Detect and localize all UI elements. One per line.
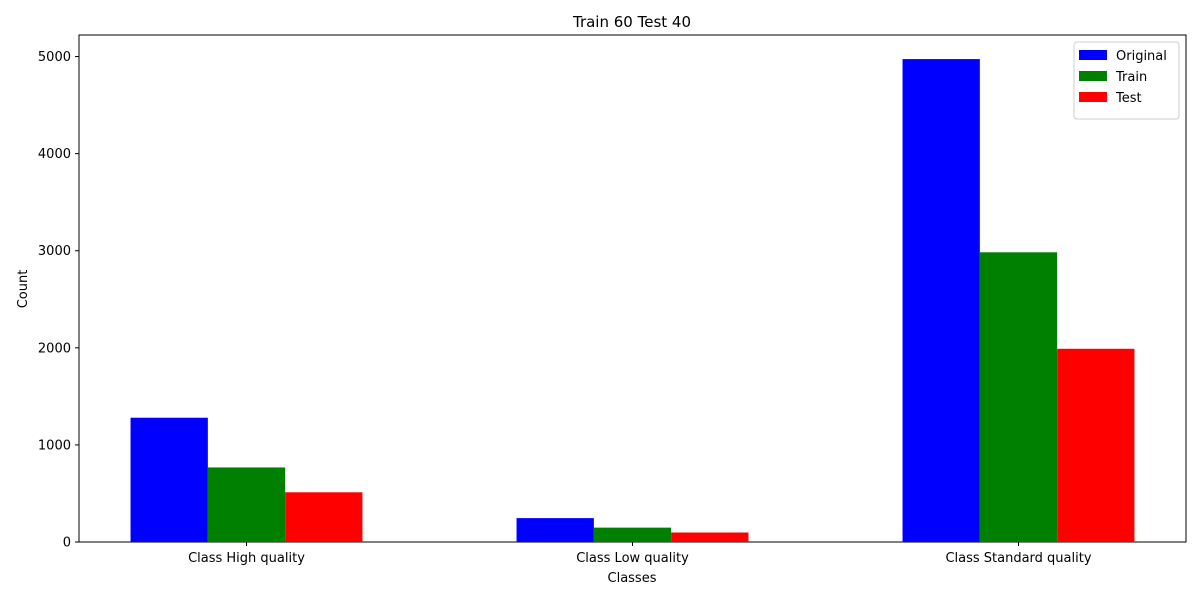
bar-test-2 xyxy=(1057,348,1135,542)
bar-test-0 xyxy=(285,492,363,542)
bar-original-1 xyxy=(516,518,594,542)
x-axis: Class High quality Class Low quality Class… xyxy=(188,542,1092,566)
x-tick-label: Class Standard quality xyxy=(945,551,1091,566)
bar-original-2 xyxy=(902,59,980,542)
bar-test-1 xyxy=(671,532,749,542)
bar-train-0 xyxy=(207,467,286,542)
y-tick-label: 3000 xyxy=(38,244,71,259)
x-tick-label: Class High quality xyxy=(188,551,305,566)
bar-train-1 xyxy=(593,527,672,542)
y-axis-label: Count xyxy=(16,270,31,309)
chart-title: Train 60 Test 40 xyxy=(572,13,691,31)
y-tick-label: 0 xyxy=(63,536,71,551)
y-axis: 0 1000 2000 3000 4000 5000 xyxy=(38,50,79,551)
y-tick-label: 2000 xyxy=(38,341,71,356)
legend-label-original: Original xyxy=(1116,49,1167,64)
legend-swatch-original xyxy=(1079,50,1107,60)
y-tick-label: 5000 xyxy=(38,50,71,65)
x-axis-label: Classes xyxy=(608,571,657,586)
legend-label-test: Test xyxy=(1115,91,1142,106)
legend-swatch-test xyxy=(1079,92,1107,102)
legend: Original Train Test xyxy=(1073,41,1180,120)
y-tick-label: 1000 xyxy=(38,438,71,453)
x-tick-label: Class Low quality xyxy=(576,551,689,566)
y-tick-label: 4000 xyxy=(38,147,71,162)
legend-swatch-train xyxy=(1079,71,1107,81)
bars-group xyxy=(130,59,1135,543)
bar-original-0 xyxy=(130,417,208,542)
bar-train-2 xyxy=(979,252,1058,543)
legend-label-train: Train xyxy=(1115,70,1147,85)
